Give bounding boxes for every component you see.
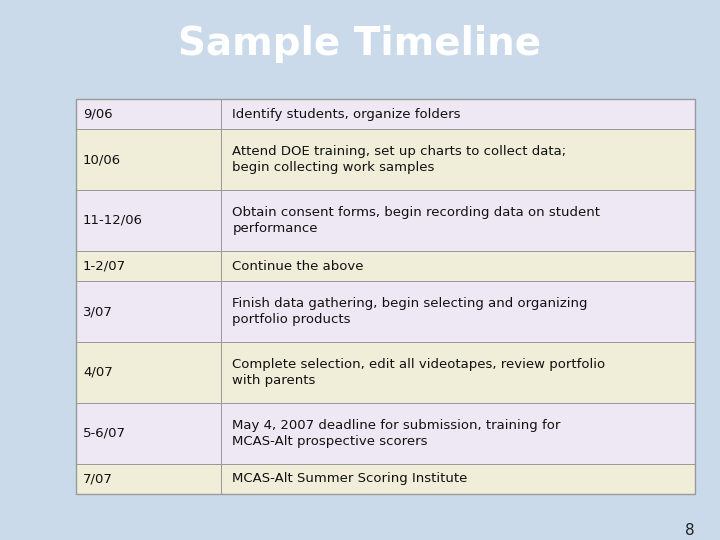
Text: 8: 8	[685, 523, 695, 538]
Bar	[221, 464, 695, 494]
Bar	[76, 403, 221, 464]
Text: May 4, 2007 deadline for submission, training for
MCAS-Alt prospective scorers: May 4, 2007 deadline for submission, tra…	[233, 418, 561, 448]
Bar	[76, 129, 221, 190]
Bar	[221, 190, 695, 251]
Text: Continue the above: Continue the above	[233, 260, 364, 273]
Text: Complete selection, edit all videotapes, review portfolio
with parents: Complete selection, edit all videotapes,…	[233, 357, 606, 387]
Text: Obtain consent forms, begin recording data on student
performance: Obtain consent forms, begin recording da…	[233, 206, 600, 235]
Bar	[76, 251, 221, 281]
Bar	[76, 190, 221, 251]
Text: 10/06: 10/06	[83, 153, 121, 166]
Text: Attend DOE training, set up charts to collect data;
begin collecting work sample: Attend DOE training, set up charts to co…	[233, 145, 567, 174]
Bar	[221, 403, 695, 464]
Text: 3/07: 3/07	[83, 305, 113, 318]
Bar	[221, 251, 695, 281]
Text: Finish data gathering, begin selecting and organizing
portfolio products: Finish data gathering, begin selecting a…	[233, 297, 588, 326]
Bar	[76, 342, 221, 403]
Text: 7/07: 7/07	[83, 472, 113, 485]
Text: Sample Timeline: Sample Timeline	[179, 25, 541, 63]
Bar	[221, 342, 695, 403]
Bar	[76, 464, 221, 494]
Bar	[221, 99, 695, 129]
Text: 5-6/07: 5-6/07	[83, 427, 126, 440]
Text: 1-2/07: 1-2/07	[83, 260, 126, 273]
Text: 11-12/06: 11-12/06	[83, 214, 143, 227]
Bar	[221, 281, 695, 342]
Text: Identify students, organize folders: Identify students, organize folders	[233, 107, 461, 120]
Text: 4/07: 4/07	[83, 366, 113, 379]
Text: MCAS-Alt Summer Scoring Institute: MCAS-Alt Summer Scoring Institute	[233, 472, 467, 485]
Bar	[221, 129, 695, 190]
Text: 9/06: 9/06	[83, 107, 112, 120]
Bar	[76, 281, 221, 342]
Bar	[76, 99, 221, 129]
